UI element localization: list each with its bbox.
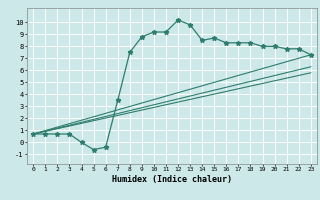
X-axis label: Humidex (Indice chaleur): Humidex (Indice chaleur) — [112, 175, 232, 184]
